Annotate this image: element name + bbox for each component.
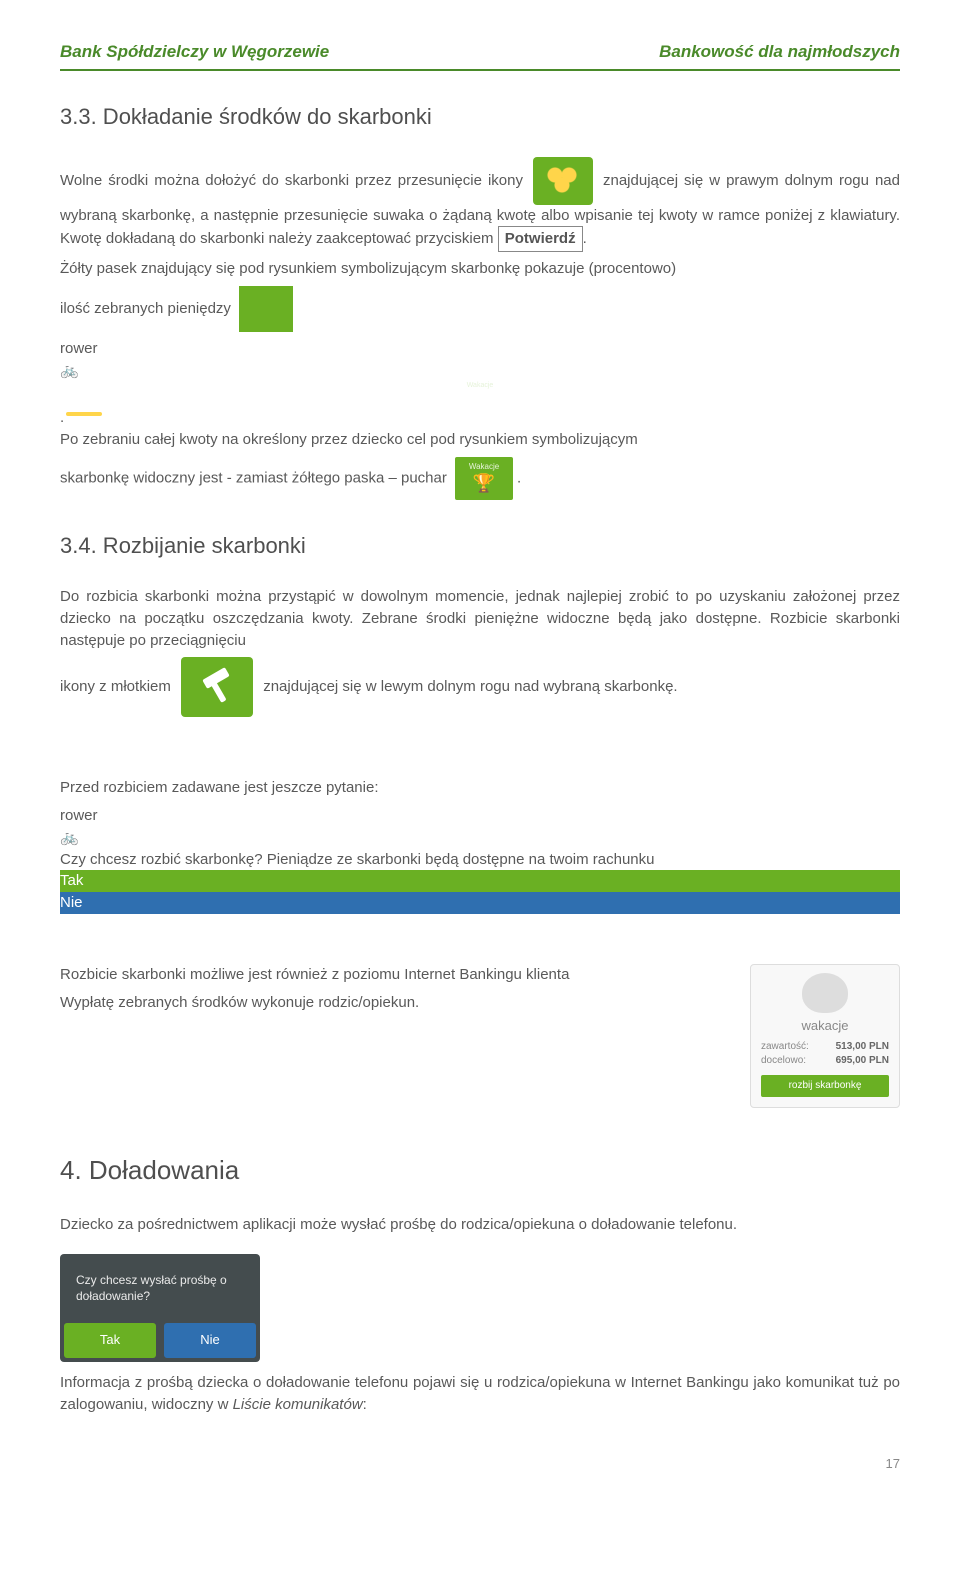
para-3-4-2: ikony z młotkiem znajdującej się w lewym…: [60, 657, 900, 717]
text-4-2c: :: [363, 1396, 367, 1413]
text-4-2a: Informacja z prośbą dziecka o doładowani…: [60, 1374, 900, 1413]
heading-4: 4. Doładowania: [60, 1152, 900, 1190]
break-dialog-body: Czy chcesz rozbić skarbonkę? Pieniądze z…: [60, 849, 900, 871]
hammer-icon: [181, 657, 253, 717]
para-3-3-1: Wolne środki można dołożyć do skarbonki …: [60, 157, 900, 253]
page-number: 17: [60, 1455, 900, 1474]
piggy-card: wakacje zawartość: 513,00 PLN docelowo: …: [750, 964, 900, 1108]
para-3-3-4: skarbonkę widoczny jest - zamiast żółteg…: [60, 457, 900, 500]
heading-3-3: 3.3. Dokładanie środków do skarbonki: [60, 101, 900, 133]
header-doc-title: Bankowość dla najmłodszych: [659, 40, 900, 65]
para-3-3-3: Po zebraniu całej kwoty na określony prz…: [60, 429, 900, 451]
topup-dialog-no[interactable]: Nie: [164, 1323, 256, 1358]
text-3-4-2a: ikony z młotkiem: [60, 678, 175, 695]
text-3-3-2b: ilość zebranych pieniędzy: [60, 300, 235, 317]
break-dialog-head: rower 🚲: [60, 805, 900, 849]
text-4-2b: Liście komunikatów: [233, 1396, 363, 1413]
progress-item-rower: [239, 286, 293, 332]
para-3-3-2a: Żółty pasek znajdujący się pod rysunkiem…: [60, 258, 900, 280]
coins-icon: [533, 157, 593, 205]
text-3-4-2b: znajdującej się w lewym dolnym rogu nad …: [263, 678, 677, 695]
text-3-3-4a: skarbonkę widoczny jest - zamiast żółteg…: [60, 469, 451, 486]
para-3-4-1: Do rozbicia skarbonki można przystąpić w…: [60, 586, 900, 651]
trophy-icon: Wakacje 🏆: [455, 457, 513, 500]
para-3-3-2b: ilość zebranych pieniędzy: [60, 286, 900, 332]
confirm-button-label: Potwierdź: [498, 226, 583, 252]
text-3-3-1a: Wolne środki można dołożyć do skarbonki …: [60, 172, 529, 189]
header-bank-name: Bank Spółdzielczy w Węgorzewie: [60, 40, 329, 65]
break-piggy-button[interactable]: rozbij skarbonkę: [761, 1075, 889, 1098]
topup-dialog-body: Czy chcesz wysłać prośbę o doładowanie?: [60, 1254, 260, 1320]
break-dialog-no[interactable]: Nie: [60, 892, 900, 914]
para-4-2: Informacja z prośbą dziecka o doładowani…: [60, 1372, 900, 1416]
heading-3-4: 3.4. Rozbijanie skarbonki: [60, 530, 900, 562]
para-4-1: Dziecko za pośrednictwem aplikacji może …: [60, 1214, 900, 1236]
topup-dialog-yes[interactable]: Tak: [64, 1323, 156, 1358]
piggy-row: wakacje zawartość: 513,00 PLN docelowo: …: [60, 964, 900, 1116]
para-3-4-3: Przed rozbiciem zadawane jest jeszcze py…: [60, 777, 900, 799]
break-dialog-yes[interactable]: Tak: [60, 870, 900, 892]
topup-dialog: Czy chcesz wysłać prośbę o doładowanie? …: [60, 1254, 260, 1362]
progress-icons: [239, 286, 293, 332]
piggy-title: wakacje: [761, 1017, 889, 1036]
text-3-4-3: Przed rozbiciem zadawane jest jeszcze py…: [60, 779, 379, 796]
progress-item-wakacje: Wakacje ⛱: [60, 381, 900, 407]
piggy-icon: [802, 973, 848, 1013]
page-header: Bank Spółdzielczy w Węgorzewie Bankowość…: [60, 40, 900, 71]
